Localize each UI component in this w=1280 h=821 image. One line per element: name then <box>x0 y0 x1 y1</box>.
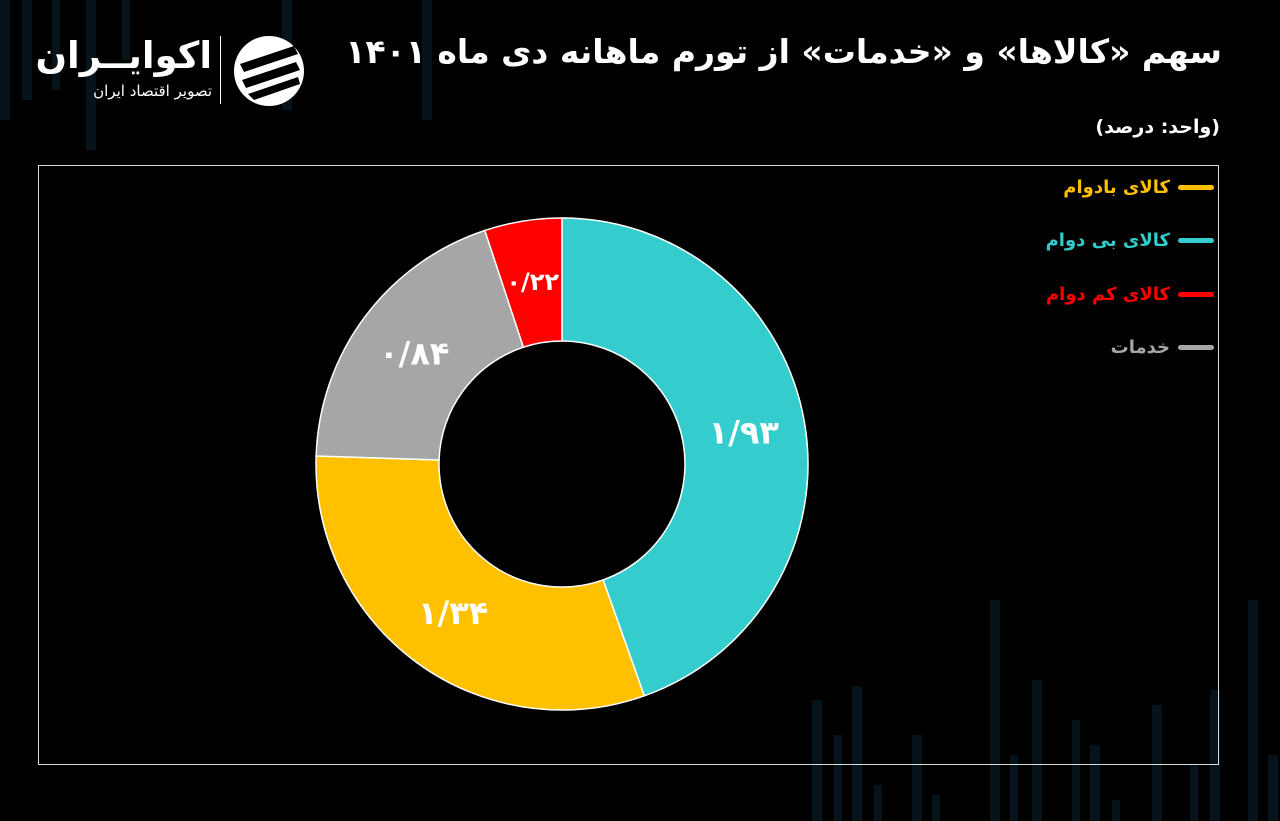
legend-swatch <box>1178 238 1214 243</box>
chart-legend: کالای بادوام کالای بی دوام کالای کم دوام خد… <box>954 174 1214 388</box>
legend-item: کالای کم دوام <box>954 281 1214 307</box>
legend-label: کالای بادوام <box>1063 176 1170 198</box>
background-bar <box>990 600 1000 821</box>
background-bar <box>1268 755 1278 821</box>
background-bar <box>1032 680 1042 821</box>
background-bar <box>0 0 10 120</box>
background-bar <box>834 735 842 821</box>
background-bar <box>52 0 60 90</box>
legend-swatch <box>1178 345 1214 350</box>
data-label: ۰/۸۴ <box>379 335 449 373</box>
logo-divider <box>220 36 221 104</box>
legend-swatch <box>1178 291 1214 297</box>
background-bar <box>812 700 822 821</box>
legend-item: کالای بی دوام <box>954 228 1214 254</box>
ecoiran-logo-icon <box>234 36 304 106</box>
unit-label: (واحد: درصد) <box>1095 116 1220 138</box>
background-bar <box>422 0 432 120</box>
legend-item: خدمات <box>954 335 1214 361</box>
background-bar <box>1072 720 1080 821</box>
background-bar <box>22 0 32 100</box>
legend-swatch <box>1178 184 1214 190</box>
background-bar <box>1152 705 1162 821</box>
background-bar <box>86 0 96 150</box>
donut-slice <box>315 229 525 461</box>
background-bar <box>874 785 882 821</box>
donut-slice <box>483 217 563 349</box>
background-bar <box>932 795 940 821</box>
background-bar <box>1010 755 1018 821</box>
brand-tagline: تصویر اقتصاد ایران <box>93 82 212 100</box>
legend-label: کالای کم دوام <box>1045 283 1170 305</box>
background-bar <box>1248 600 1258 821</box>
legend-item: کالای بادوام <box>954 174 1214 200</box>
background-bar <box>1190 765 1198 821</box>
brand-name: اکوایــران <box>35 34 212 77</box>
legend-label: کالای بی دوام <box>1045 230 1170 251</box>
data-label: ۰/۲۲ <box>506 268 559 296</box>
background-bar <box>1112 800 1120 821</box>
background-bar <box>852 686 862 821</box>
chart-title: سهم «کالاها» و «خدمات» از تورم ماهانه دی… <box>345 32 1222 71</box>
background-bar <box>122 0 130 60</box>
background-bar <box>912 735 922 821</box>
data-label: ۱/۳۴ <box>418 594 488 632</box>
legend-label: خدمات <box>1110 337 1170 358</box>
background-bar <box>1210 690 1220 821</box>
chart-frame <box>38 165 1219 765</box>
background-bar <box>1090 745 1100 821</box>
brand-logo: اکوایــران تصویر اقتصاد ایران <box>35 34 310 108</box>
donut-slice <box>561 217 809 697</box>
donut-slice <box>315 455 646 711</box>
data-label: ۱/۹۳ <box>709 414 780 452</box>
